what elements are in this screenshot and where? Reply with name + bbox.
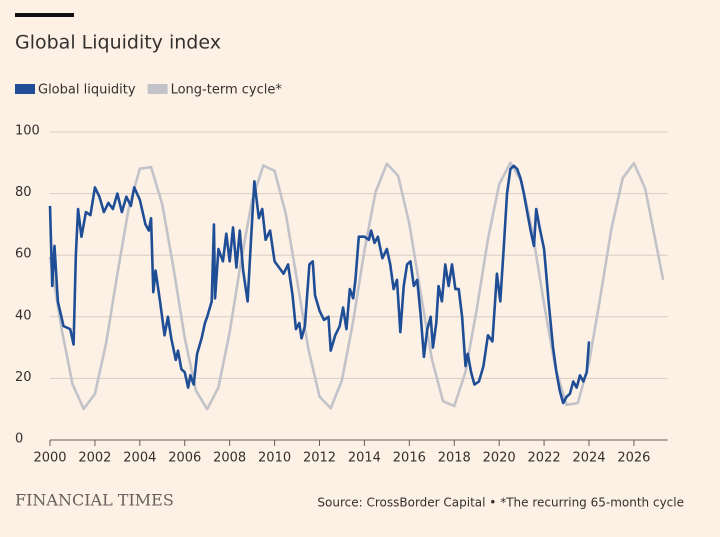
x-tick-label: 2004 (123, 451, 156, 466)
y-tick-label: 40 (15, 308, 32, 323)
title-bar (15, 13, 74, 17)
source: Source: CrossBorder Capital • *The recur… (317, 496, 684, 510)
x-tick-label: 2018 (438, 451, 471, 466)
y-tick-label: 0 (15, 432, 23, 447)
x-tick-label: 2000 (33, 451, 66, 466)
y-tick-label: 60 (15, 247, 32, 262)
x-tick-label: 2016 (393, 451, 426, 466)
x-tick-label: 2024 (572, 451, 605, 466)
x-tick-label: 2012 (303, 451, 336, 466)
legend-swatch (147, 84, 168, 94)
legend-label: Global liquidity (38, 83, 136, 98)
x-tick-label: 2010 (258, 451, 291, 466)
x-tick-label: 2020 (483, 451, 516, 466)
y-tick-label: 100 (15, 124, 40, 139)
x-tick-label: 2008 (213, 451, 246, 466)
x-tick-label: 2002 (78, 451, 111, 466)
x-tick-label: 2006 (168, 451, 201, 466)
y-tick-label: 80 (15, 185, 32, 200)
legend-label: Long-term cycle* (171, 83, 283, 98)
x-tick-label: 2026 (617, 451, 650, 466)
y-tick-label: 20 (15, 370, 32, 385)
legend-swatch (15, 84, 35, 94)
brand: FINANCIAL TIMES (15, 491, 174, 510)
chart-title: Global Liquidity index (15, 32, 221, 54)
series-line (48, 164, 591, 405)
x-tick-label: 2022 (528, 451, 561, 466)
x-tick-label: 2014 (348, 451, 381, 466)
